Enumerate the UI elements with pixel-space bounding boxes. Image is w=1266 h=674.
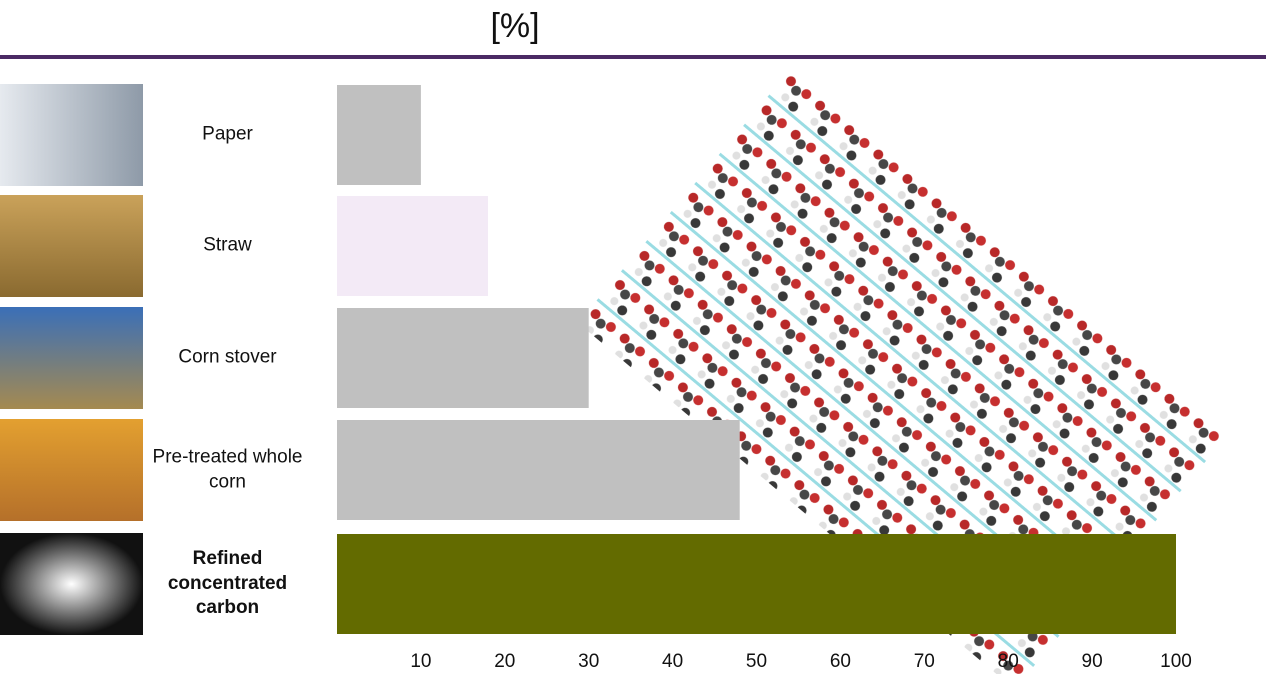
bar [337,534,1176,634]
photo [0,533,143,635]
bar [337,308,589,408]
x-tick-label: 10 [410,651,431,672]
category-label: Paper [202,123,253,145]
x-tick-label: 80 [998,651,1019,672]
bar [337,420,740,520]
photo [0,195,143,297]
x-tick-label: 40 [662,651,683,672]
photo [0,419,143,521]
x-tick-label: 30 [578,651,599,672]
x-tick-label: 20 [494,651,515,672]
x-tick-label: 50 [746,651,767,672]
category-label: Corn stover [178,346,277,368]
bar [337,196,489,296]
x-tick-label: 100 [1160,651,1192,672]
category-label: Straw [203,234,252,256]
photo [0,307,143,409]
x-tick-label: 70 [914,651,935,672]
category-label: Refined concentrated carbon [167,547,288,619]
header-rule [0,55,1266,59]
photo [0,84,143,186]
x-tick-label: 60 [830,651,851,672]
category-label: Pre-treated whole corn [152,446,303,492]
bar [337,85,421,185]
x-tick-label: 90 [1082,651,1103,672]
chart-title: [%] [490,7,539,45]
